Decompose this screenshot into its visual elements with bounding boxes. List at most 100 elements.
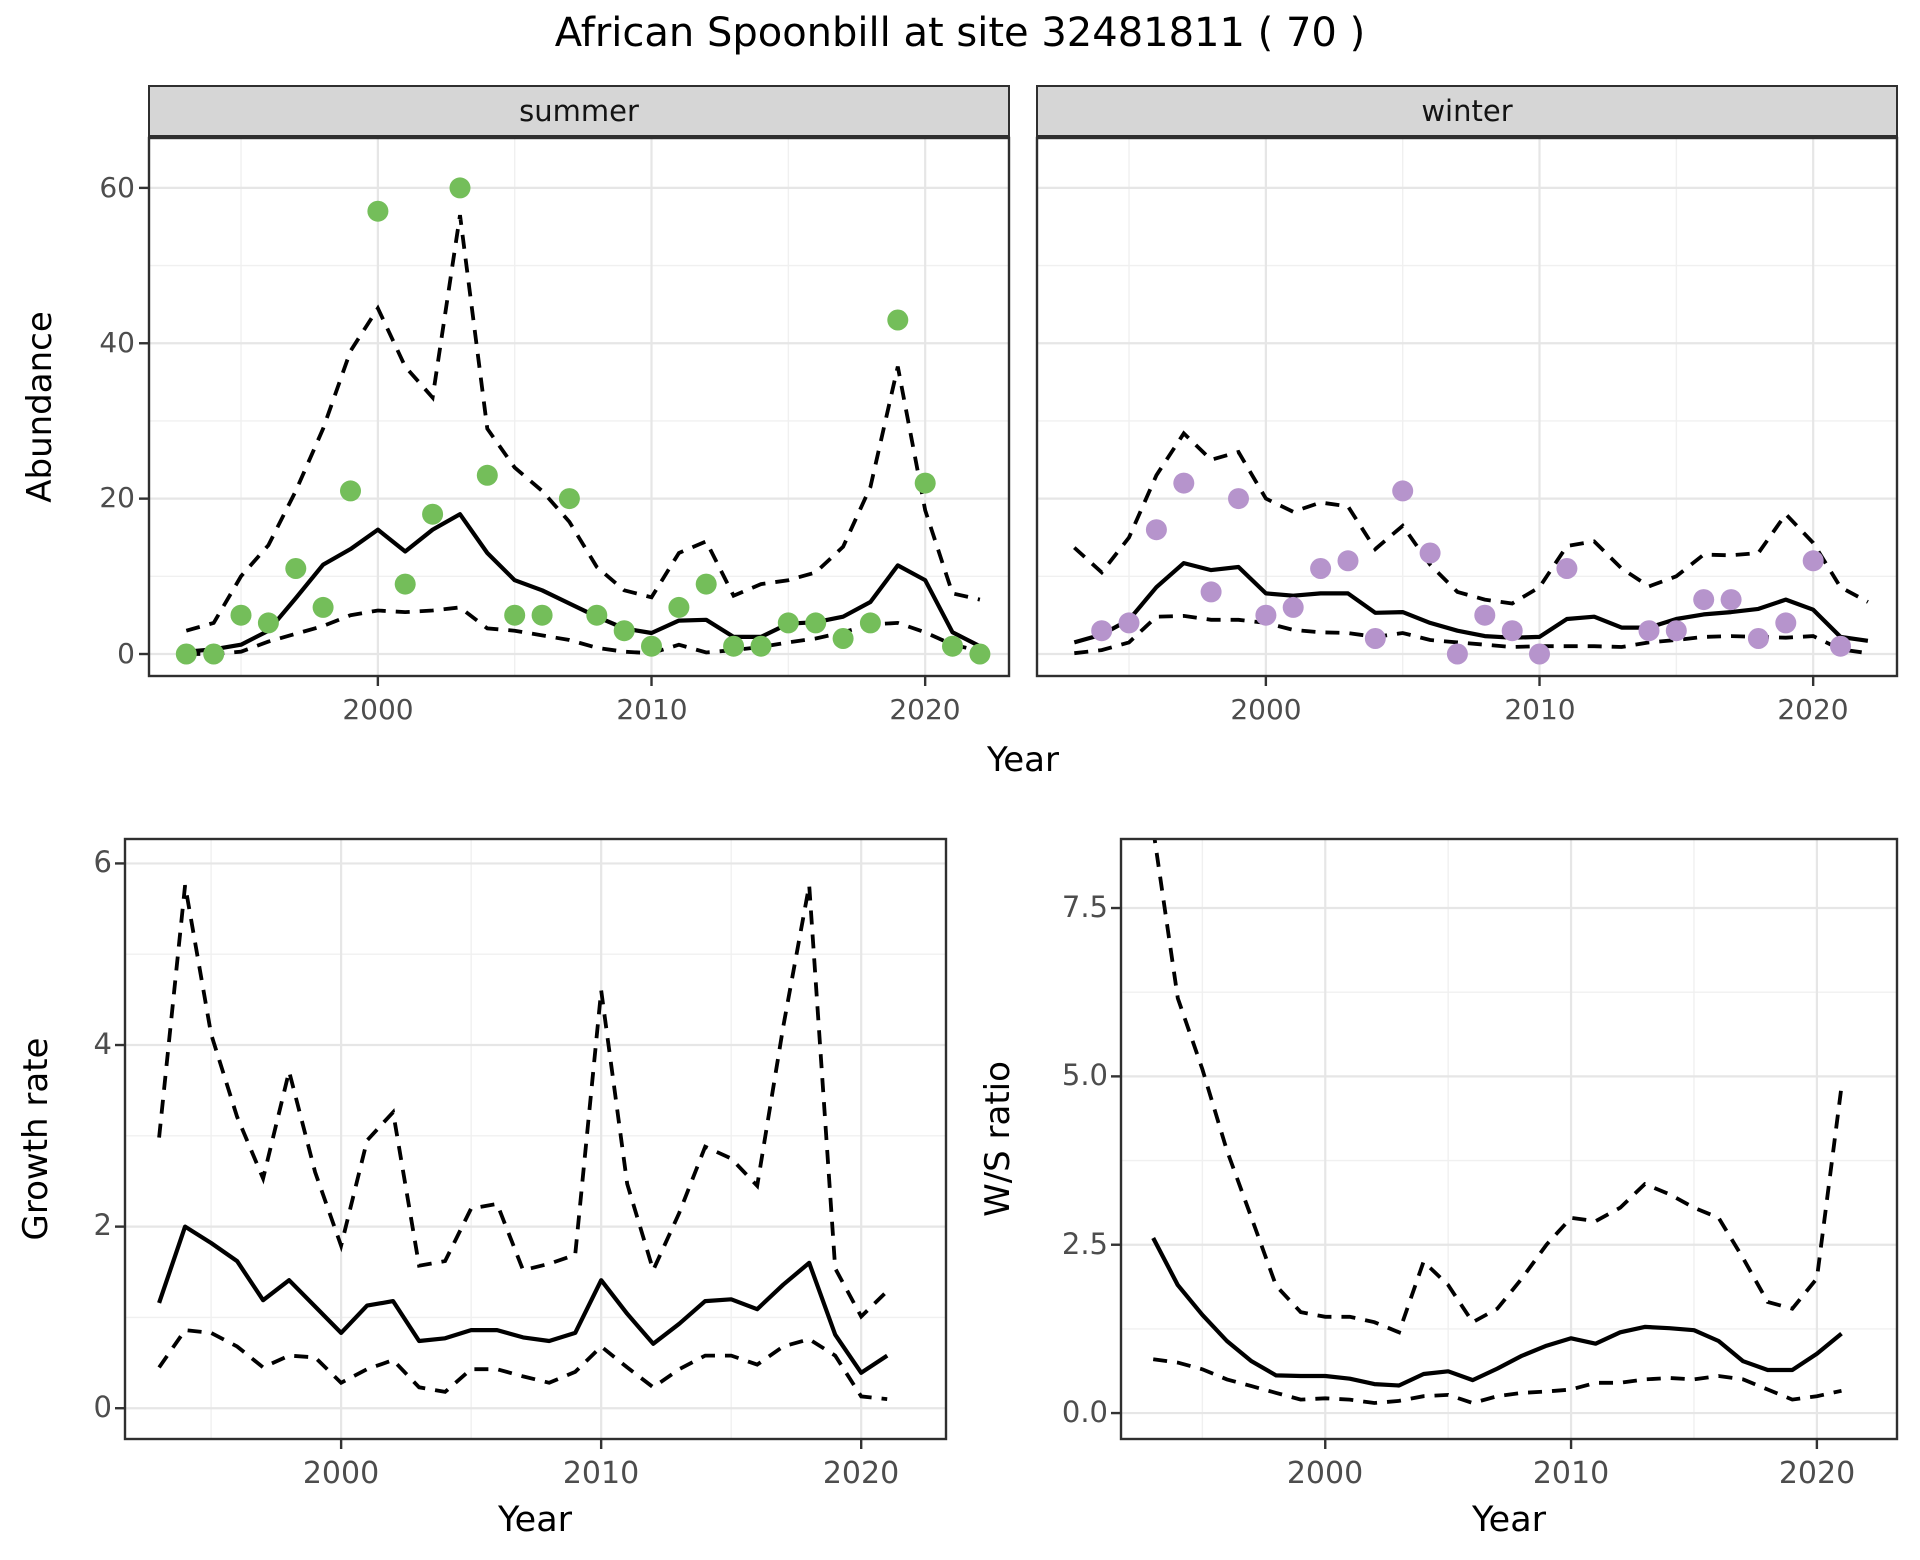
- data-point: [340, 480, 361, 502]
- data-point: [230, 604, 252, 626]
- data-point: [1392, 480, 1414, 502]
- panel-ws-ratio: [1111, 837, 1899, 1449]
- y-tick-label: 7.5: [1061, 890, 1108, 924]
- data-point: [531, 604, 553, 626]
- data-point: [1556, 558, 1578, 579]
- data-point: [1228, 488, 1249, 510]
- data-point: [1693, 589, 1715, 611]
- data-point: [887, 309, 909, 331]
- data-point: [1501, 620, 1523, 642]
- y-tick-label: 5.0: [1061, 1058, 1108, 1092]
- lower-ci-line: [1152, 1357, 1842, 1405]
- data-point: [1282, 596, 1304, 618]
- data-point: [1145, 519, 1167, 541]
- data-point: [504, 604, 526, 626]
- plot-area-abundance_winter: [1036, 137, 1898, 677]
- data-point: [285, 558, 307, 579]
- x-tick-label: 2010: [1504, 693, 1576, 726]
- data-point: [476, 464, 498, 486]
- data-point: [1364, 628, 1386, 649]
- facet-strip-summer-label: summer: [519, 94, 639, 128]
- y-tick-label: 20: [99, 481, 135, 514]
- x-tick-label: 2000: [1286, 1456, 1364, 1491]
- data-point: [914, 472, 936, 494]
- y-axis-title-growth-rate: Growth rate: [16, 1037, 56, 1241]
- x-tick-label: 2010: [616, 693, 688, 726]
- mean-line: [1151, 1237, 1843, 1388]
- data-point: [367, 200, 389, 222]
- panel-abundance-winter: [1035, 136, 1899, 686]
- x-tick-label: 2010: [1532, 1456, 1610, 1491]
- panel-border: [1119, 837, 1899, 1441]
- x-tick-label: 2020: [1778, 1456, 1856, 1491]
- data-point: [1337, 550, 1359, 572]
- lower-ci-line: [1074, 613, 1869, 656]
- y-tick-label: 60: [99, 171, 135, 204]
- lower-ci-line: [157, 1328, 888, 1401]
- data-point: [641, 635, 662, 657]
- plot-area-abundance_summer: [148, 137, 1010, 677]
- x-axis-title-ws: Year: [1471, 1500, 1547, 1540]
- panel-border: [147, 136, 1011, 678]
- data-point: [1830, 635, 1851, 657]
- y-axis-title-ws-ratio: W/S ratio: [978, 1061, 1018, 1217]
- data-point: [777, 612, 799, 634]
- panel-border: [123, 837, 948, 1441]
- data-point: [422, 503, 444, 525]
- figure-title: African Spoonbill at site 32481811 ( 70 …: [554, 10, 1366, 56]
- x-tick-label: 2020: [822, 1456, 900, 1491]
- data-point: [1419, 542, 1441, 564]
- y-tick-label: 2.5: [1061, 1227, 1108, 1261]
- y-tick-label: 0: [93, 1390, 112, 1424]
- data-point: [942, 635, 963, 657]
- facet-strip-winter: winter: [1036, 85, 1898, 137]
- data-point: [859, 612, 881, 634]
- x-tick-label: 2000: [342, 693, 414, 726]
- data-point: [203, 643, 225, 665]
- y-tick-label: 6: [93, 845, 112, 879]
- data-point: [1200, 581, 1222, 603]
- upper-ci-line: [1152, 838, 1844, 1335]
- y-axis-title-abundance: Abundance: [20, 311, 60, 503]
- data-point: [1747, 628, 1769, 649]
- data-point: [558, 488, 580, 510]
- data-point: [1802, 550, 1824, 572]
- x-tick-label: 2000: [1230, 693, 1302, 726]
- x-axis-title-top: Year: [987, 740, 1059, 780]
- mean-line: [157, 1224, 889, 1375]
- y-tick-label: 4: [93, 1027, 112, 1061]
- data-point: [668, 596, 690, 618]
- data-point: [805, 612, 827, 634]
- data-point: [1720, 589, 1742, 611]
- panel-growth-rate: [115, 837, 948, 1449]
- y-tick-label: 0: [117, 637, 135, 670]
- data-point: [1529, 643, 1550, 665]
- data-point: [1474, 604, 1496, 626]
- data-point: [613, 620, 635, 642]
- data-point: [175, 643, 197, 665]
- data-point: [1775, 612, 1797, 634]
- y-tick-label: 40: [99, 326, 135, 359]
- upper-ci-line: [157, 884, 889, 1320]
- data-point: [257, 612, 279, 634]
- data-point: [586, 604, 608, 626]
- data-point: [312, 596, 334, 618]
- mean-line: [186, 512, 981, 654]
- data-point: [1255, 604, 1277, 626]
- data-point: [1173, 472, 1195, 494]
- y-tick-label: 2: [93, 1208, 112, 1242]
- data-point: [832, 628, 854, 649]
- plot-area-ws_ratio: [1120, 838, 1898, 1440]
- x-tick-label: 2000: [302, 1456, 380, 1491]
- data-point: [449, 177, 471, 199]
- upper-ci-line: [185, 214, 981, 633]
- data-point: [1446, 643, 1468, 665]
- panel-border: [1035, 136, 1899, 678]
- mean-line: [1073, 561, 1869, 645]
- data-point: [1665, 620, 1687, 642]
- data-point: [695, 573, 717, 595]
- data-point: [723, 635, 745, 657]
- data-point: [394, 573, 416, 595]
- x-tick-label: 2010: [562, 1456, 640, 1491]
